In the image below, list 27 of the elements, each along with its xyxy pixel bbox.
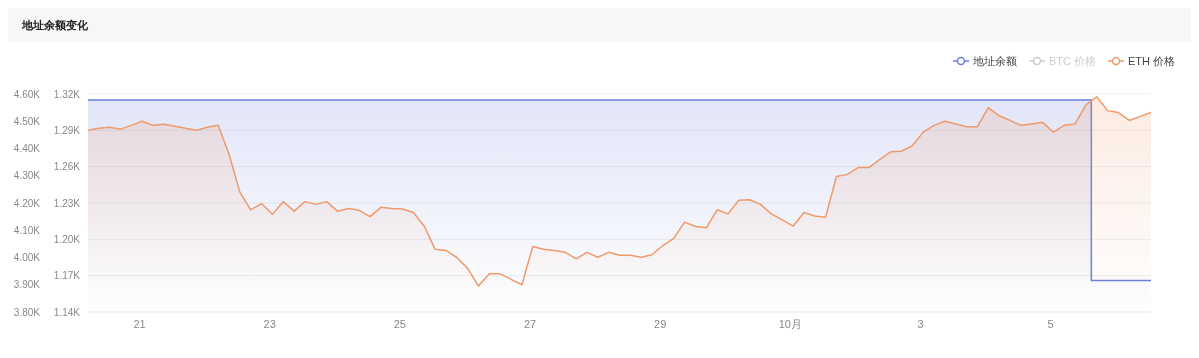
- y2-tick-label: 4.20K: [13, 197, 41, 209]
- y-tick-label: 1.14K: [53, 306, 81, 318]
- legend-label: 地址余额: [972, 53, 1017, 69]
- y2-tick-label: 3.80K: [13, 306, 41, 318]
- y2-tick-label: 4.50K: [13, 115, 41, 127]
- y2-tick-label: 4.40K: [13, 143, 41, 155]
- y-tick-label: 1.23K: [53, 197, 81, 209]
- x-tick-label: 21: [133, 317, 146, 330]
- y2-tick-label: 3.90K: [13, 279, 41, 291]
- y2-tick-label: 4.60K: [13, 88, 41, 100]
- x-tick-label: 25: [393, 317, 406, 330]
- x-tick-label: 5: [1047, 317, 1054, 330]
- y-tick-label: 1.20K: [53, 233, 81, 245]
- y-tick-label: 1.32K: [53, 88, 81, 100]
- x-tick-label: 23: [263, 317, 276, 330]
- y2-tick-label: 4.00K: [13, 252, 41, 264]
- y-tick-label: 1.17K: [53, 270, 81, 282]
- y-tick-label: 1.29K: [53, 124, 81, 136]
- y2-tick-label: 4.30K: [13, 170, 41, 182]
- x-tick-label: 10月: [778, 317, 802, 330]
- x-tick-label: 29: [654, 317, 667, 330]
- y-tick-label: 1.26K: [53, 161, 81, 173]
- chart-title: 地址余额变化: [8, 8, 1191, 42]
- x-tick-label: 27: [523, 317, 537, 330]
- x-tick-label: 3: [917, 317, 924, 330]
- y2-tick-label: 4.10K: [13, 224, 41, 236]
- legend-label: ETH 价格: [1127, 53, 1175, 69]
